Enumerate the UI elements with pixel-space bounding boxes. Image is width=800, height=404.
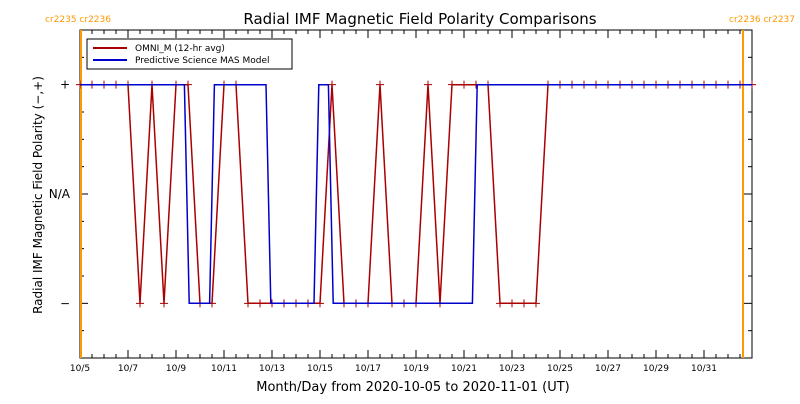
x-tick-label: 10/23 xyxy=(499,364,525,374)
omni-point-marker xyxy=(328,80,336,89)
omni-point-marker xyxy=(376,80,384,89)
legend-label-mas: Predictive Science MAS Model xyxy=(135,56,270,66)
plot-area: 10/5 10/7 10/9 10/11 10/13 10/15 10/17 10/19 10/… xyxy=(45,15,795,374)
omni-point-marker xyxy=(184,80,192,89)
omni-point-marker xyxy=(532,299,540,308)
x-tick-label: 10/9 xyxy=(166,364,186,374)
x-tick-label: 10/19 xyxy=(403,364,429,374)
legend-label-omni: OMNI_M (12-hr avg) xyxy=(135,44,225,54)
x-tick-label: 10/27 xyxy=(595,364,621,374)
x-tick-label: 10/7 xyxy=(118,364,138,374)
y-tick-label: − xyxy=(60,296,70,310)
x-tick-label: 10/13 xyxy=(259,364,285,374)
x-tick-label: 10/17 xyxy=(355,364,381,374)
y-tick-label: + xyxy=(60,78,70,92)
x-tick-label: 10/5 xyxy=(70,364,90,374)
omni-point-marker xyxy=(160,299,168,308)
omni-point-marker xyxy=(520,299,528,308)
omni-point-marker xyxy=(316,299,324,308)
x-tick-label: 10/11 xyxy=(211,364,237,374)
omni-point-marker xyxy=(136,299,144,308)
omni-point-marker xyxy=(256,299,264,308)
omni-point-marker xyxy=(496,299,504,308)
omni-point-marker xyxy=(244,299,252,308)
x-tick-label: 10/31 xyxy=(691,364,717,374)
x-tick-label: 10/15 xyxy=(307,364,333,374)
legend-box xyxy=(86,38,293,70)
omni-series-line xyxy=(80,83,752,305)
y-tick-label: N/A xyxy=(49,187,71,201)
mas-series-line xyxy=(80,83,752,305)
y-axis-label: Radial IMF Magnetic Field Polarity (−,+) xyxy=(31,76,45,314)
omni-point-marker xyxy=(424,80,432,89)
omni-point-marker xyxy=(460,80,468,89)
x-tick-label: 10/25 xyxy=(547,364,573,374)
omni-point-marker xyxy=(508,299,516,308)
carrington-label: cr2236 cr2237 xyxy=(729,15,795,25)
x-axis-label: Month/Day from 2020-10-05 to 2020-11-01 … xyxy=(256,380,569,395)
carrington-label: cr2235 cr2236 xyxy=(45,15,111,25)
omni-point-marker xyxy=(448,80,456,89)
plot-frame xyxy=(79,29,753,359)
chart-title: Radial IMF Magnetic Field Polarity Compa… xyxy=(243,10,596,28)
x-tick-label: 10/29 xyxy=(643,364,669,374)
x-tick-label: 10/21 xyxy=(451,364,477,374)
